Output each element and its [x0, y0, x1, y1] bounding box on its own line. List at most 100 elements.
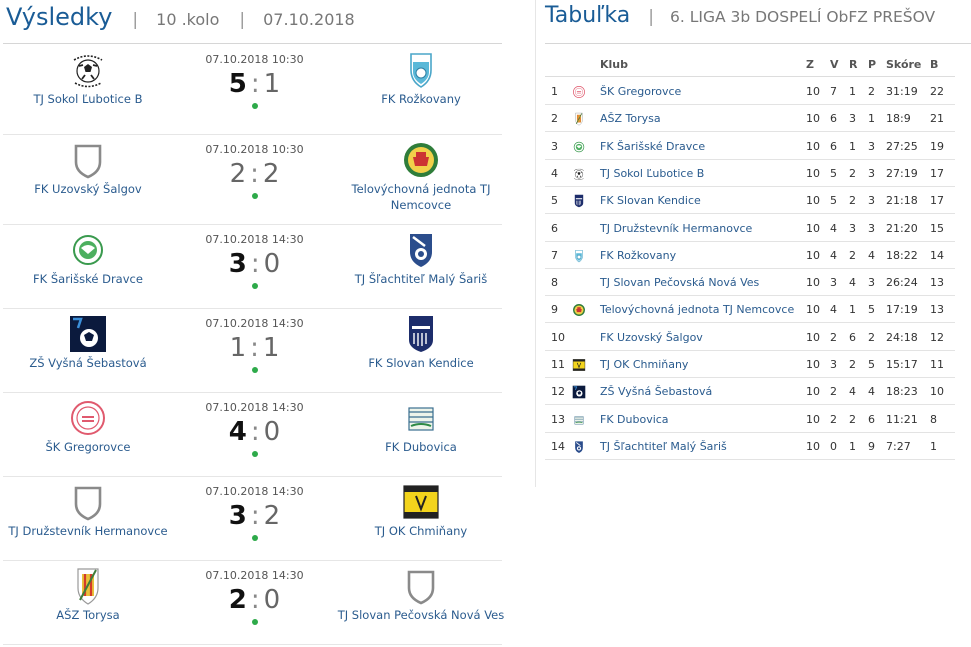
standings-row[interactable]: 1 ŠK Gregorovce 10 7 1 2 31:19 22 [545, 78, 955, 105]
match-score-block[interactable]: 07.10.2018 14:30 3:2 [173, 477, 336, 541]
gregorovce-logo [572, 85, 586, 99]
draws: 1 [849, 439, 856, 453]
home-team-name[interactable]: TJ Družstevník Hermanovce [8, 524, 168, 538]
played: 10 [806, 112, 820, 126]
match-score-block[interactable]: 07.10.2018 14:30 4:0 [173, 393, 336, 457]
away-team-name[interactable]: TJ OK Chmiňany [374, 524, 468, 538]
standings-title[interactable]: Tabuľka [545, 3, 631, 28]
results-title[interactable]: Výsledky [6, 3, 113, 31]
home-team-name[interactable]: ZŠ Vyšná Šebastová [29, 356, 147, 370]
away-team-name[interactable]: TJ Šľachtiteľ Malý Šariš [354, 272, 488, 286]
match-row[interactable]: ZŠ Vyšná Šebastová 07.10.2018 14:30 1:1 FK … [3, 309, 502, 393]
maly-saris-logo [336, 225, 506, 271]
standings-row[interactable]: 2 AŠZ Torysa 10 6 3 1 18:9 21 [545, 105, 955, 133]
match-row[interactable]: TJ Družstevník Hermanovce 07.10.2018 14:3… [3, 477, 502, 561]
away-goals: 0 [263, 417, 281, 447]
match-row[interactable]: ŠK Gregorovce 07.10.2018 14:30 4:0 FK Dubov… [3, 393, 502, 477]
gregorovce-logo [3, 393, 173, 439]
standings-row[interactable]: 5 FK Slovan Kendice 10 5 2 3 21:18 17 [545, 187, 955, 215]
col-score: Skóre [886, 58, 922, 71]
col-z: Z [806, 58, 814, 71]
away-team[interactable]: FK Slovan Kendice [336, 309, 506, 371]
club-name[interactable]: ŠK Gregorovce [600, 85, 682, 98]
match-score-block[interactable]: 07.10.2018 10:30 2:2 [173, 135, 336, 199]
finished-status-dot-icon [251, 367, 258, 373]
match-score-block[interactable]: 07.10.2018 14:30 2:0 [173, 561, 336, 625]
goal-score: 31:19 [886, 85, 918, 98]
standings-row[interactable]: 12 ZŠ Vyšná Šebastová 10 2 4 4 18:23 10 [545, 378, 955, 406]
standings-row[interactable]: 3 FK Šarišské Dravce 10 6 1 3 27:25 19 [545, 133, 955, 160]
shield-placeholder-icon [3, 135, 173, 181]
home-team-name[interactable]: FK Uzovský Šalgov [34, 182, 142, 196]
goal-score: 17:19 [886, 303, 918, 317]
standings-row[interactable]: 7 FK Rožkovany 10 4 2 4 18:22 14 [545, 242, 955, 269]
match-score: 2:2 [229, 159, 280, 189]
match-row[interactable]: AŠZ Torysa 07.10.2018 14:30 2:0 TJ Slovan P… [3, 561, 504, 645]
club-name[interactable]: Telovýchovná jednota TJ Nemcovce [600, 303, 795, 317]
round-label[interactable]: 10 .kolo [156, 10, 220, 29]
home-team[interactable]: FK Šarišské Dravce [3, 225, 173, 287]
home-team-name[interactable]: TJ Sokol Ľubotice B [33, 92, 143, 106]
match-score: 4:0 [228, 417, 281, 447]
losses: 5 [868, 303, 875, 317]
round-date[interactable]: 07.10.2018 [263, 10, 355, 29]
home-team[interactable]: FK Uzovský Šalgov [3, 135, 173, 197]
standings-row[interactable]: 11 TJ OK Chmiňany 10 3 2 5 15:17 11 [545, 351, 955, 378]
club-name[interactable]: TJ Slovan Pečovská Nová Ves [600, 276, 760, 290]
away-goals: 1 [263, 69, 281, 99]
losses: 3 [868, 194, 875, 208]
losses: 4 [868, 248, 875, 262]
away-team-name[interactable]: Telovýchovná jednota TJ Nemcovce [351, 182, 491, 212]
away-team-name[interactable]: TJ Slovan Pečovská Nová Ves [337, 608, 505, 622]
away-team[interactable]: Telovýchovná jednota TJ Nemcovce [336, 135, 506, 213]
home-goals: 2 [228, 585, 247, 615]
club-name[interactable]: AŠZ Torysa [600, 112, 661, 126]
standings-row[interactable]: 4 TJ Sokol Ľubotice B 10 5 2 3 27:19 17 [545, 160, 955, 187]
home-team-name[interactable]: FK Šarišské Dravce [33, 272, 143, 286]
away-team[interactable]: FK Dubovica [336, 393, 506, 455]
standings-row[interactable]: 10 FK Uzovský Šalgov 10 2 6 2 24:18 12 [545, 324, 955, 351]
club-name[interactable]: FK Dubovica [600, 412, 669, 426]
home-team[interactable]: TJ Sokol Ľubotice B [3, 45, 173, 107]
away-team-name[interactable]: FK Rožkovany [381, 92, 461, 106]
match-row[interactable]: FK Šarišské Dravce 07.10.2018 14:30 3:0 TJ … [3, 225, 502, 309]
club-name[interactable]: TJ Sokol Ľubotice B [600, 166, 705, 180]
away-team[interactable]: TJ Slovan Pečovská Nová Ves [336, 561, 506, 623]
club-name[interactable]: FK Slovan Kendice [600, 194, 701, 208]
club-name[interactable]: TJ OK Chmiňany [600, 358, 689, 371]
league-name[interactable]: 6. LIGA 3b DOSPELÍ ObFZ PREŠOV [670, 8, 936, 26]
club-name[interactable]: TJ Šľachtiteľ Malý Šariš [600, 439, 727, 453]
standings-row[interactable]: 8 TJ Slovan Pečovská Nová Ves 10 3 4 3 26:24 13 [545, 269, 955, 297]
away-team-name[interactable]: FK Dubovica [385, 440, 457, 454]
home-team[interactable]: ZŠ Vyšná Šebastová [3, 309, 173, 371]
club-name[interactable]: FK Uzovský Šalgov [600, 330, 703, 344]
match-score-block[interactable]: 07.10.2018 14:30 1:1 [173, 309, 336, 373]
away-team-name[interactable]: FK Slovan Kendice [368, 356, 474, 370]
home-team-name[interactable]: ŠK Gregorovce [45, 440, 131, 454]
wins: 2 [830, 330, 837, 344]
away-team[interactable]: TJ OK Chmiňany [336, 477, 506, 539]
home-team[interactable]: ŠK Gregorovce [3, 393, 173, 455]
standings-row[interactable]: 14 TJ Šľachtiteľ Malý Šariš 10 0 1 9 7:27 1 [545, 433, 955, 460]
club-name[interactable]: FK Šarišské Dravce [600, 139, 706, 153]
match-row[interactable]: TJ Sokol Ľubotice B 07.10.2018 10:30 5:1 FK… [3, 45, 502, 135]
club-name[interactable]: FK Rožkovany [600, 248, 677, 262]
goal-score: 21:18 [886, 194, 918, 208]
away-team[interactable]: FK Rožkovany [336, 45, 506, 107]
match-score-block[interactable]: 07.10.2018 14:30 3:0 [173, 225, 336, 289]
points: 17 [930, 166, 944, 180]
away-goals: 0 [263, 249, 281, 279]
club-name[interactable]: ZŠ Vyšná Šebastová [600, 385, 713, 399]
standings-row[interactable]: 9 Telovýchovná jednota TJ Nemcovce 10 4 1 5 17… [545, 296, 955, 324]
standings-header: Tabuľka | 6. LIGA 3b DOSPELÍ ObFZ PREŠOV [545, 3, 936, 28]
match-row[interactable]: FK Uzovský Šalgov 07.10.2018 10:30 2:2 Telo… [3, 135, 502, 225]
standings-row[interactable]: 13 FK Dubovica 10 2 2 6 11:21 8 [545, 406, 955, 433]
away-team[interactable]: TJ Šľachtiteľ Malý Šariš [336, 225, 506, 287]
match-score-block[interactable]: 07.10.2018 10:30 5:1 [173, 45, 336, 109]
home-team[interactable]: AŠZ Torysa [3, 561, 173, 623]
home-team-name[interactable]: AŠZ Torysa [56, 608, 120, 622]
club-name[interactable]: TJ Družstevník Hermanovce [600, 221, 753, 235]
standings-row[interactable]: 6 TJ Družstevník Hermanovce 10 4 3 3 21:20 15 [545, 215, 955, 242]
played: 10 [806, 248, 820, 262]
home-team[interactable]: TJ Družstevník Hermanovce [3, 477, 173, 539]
